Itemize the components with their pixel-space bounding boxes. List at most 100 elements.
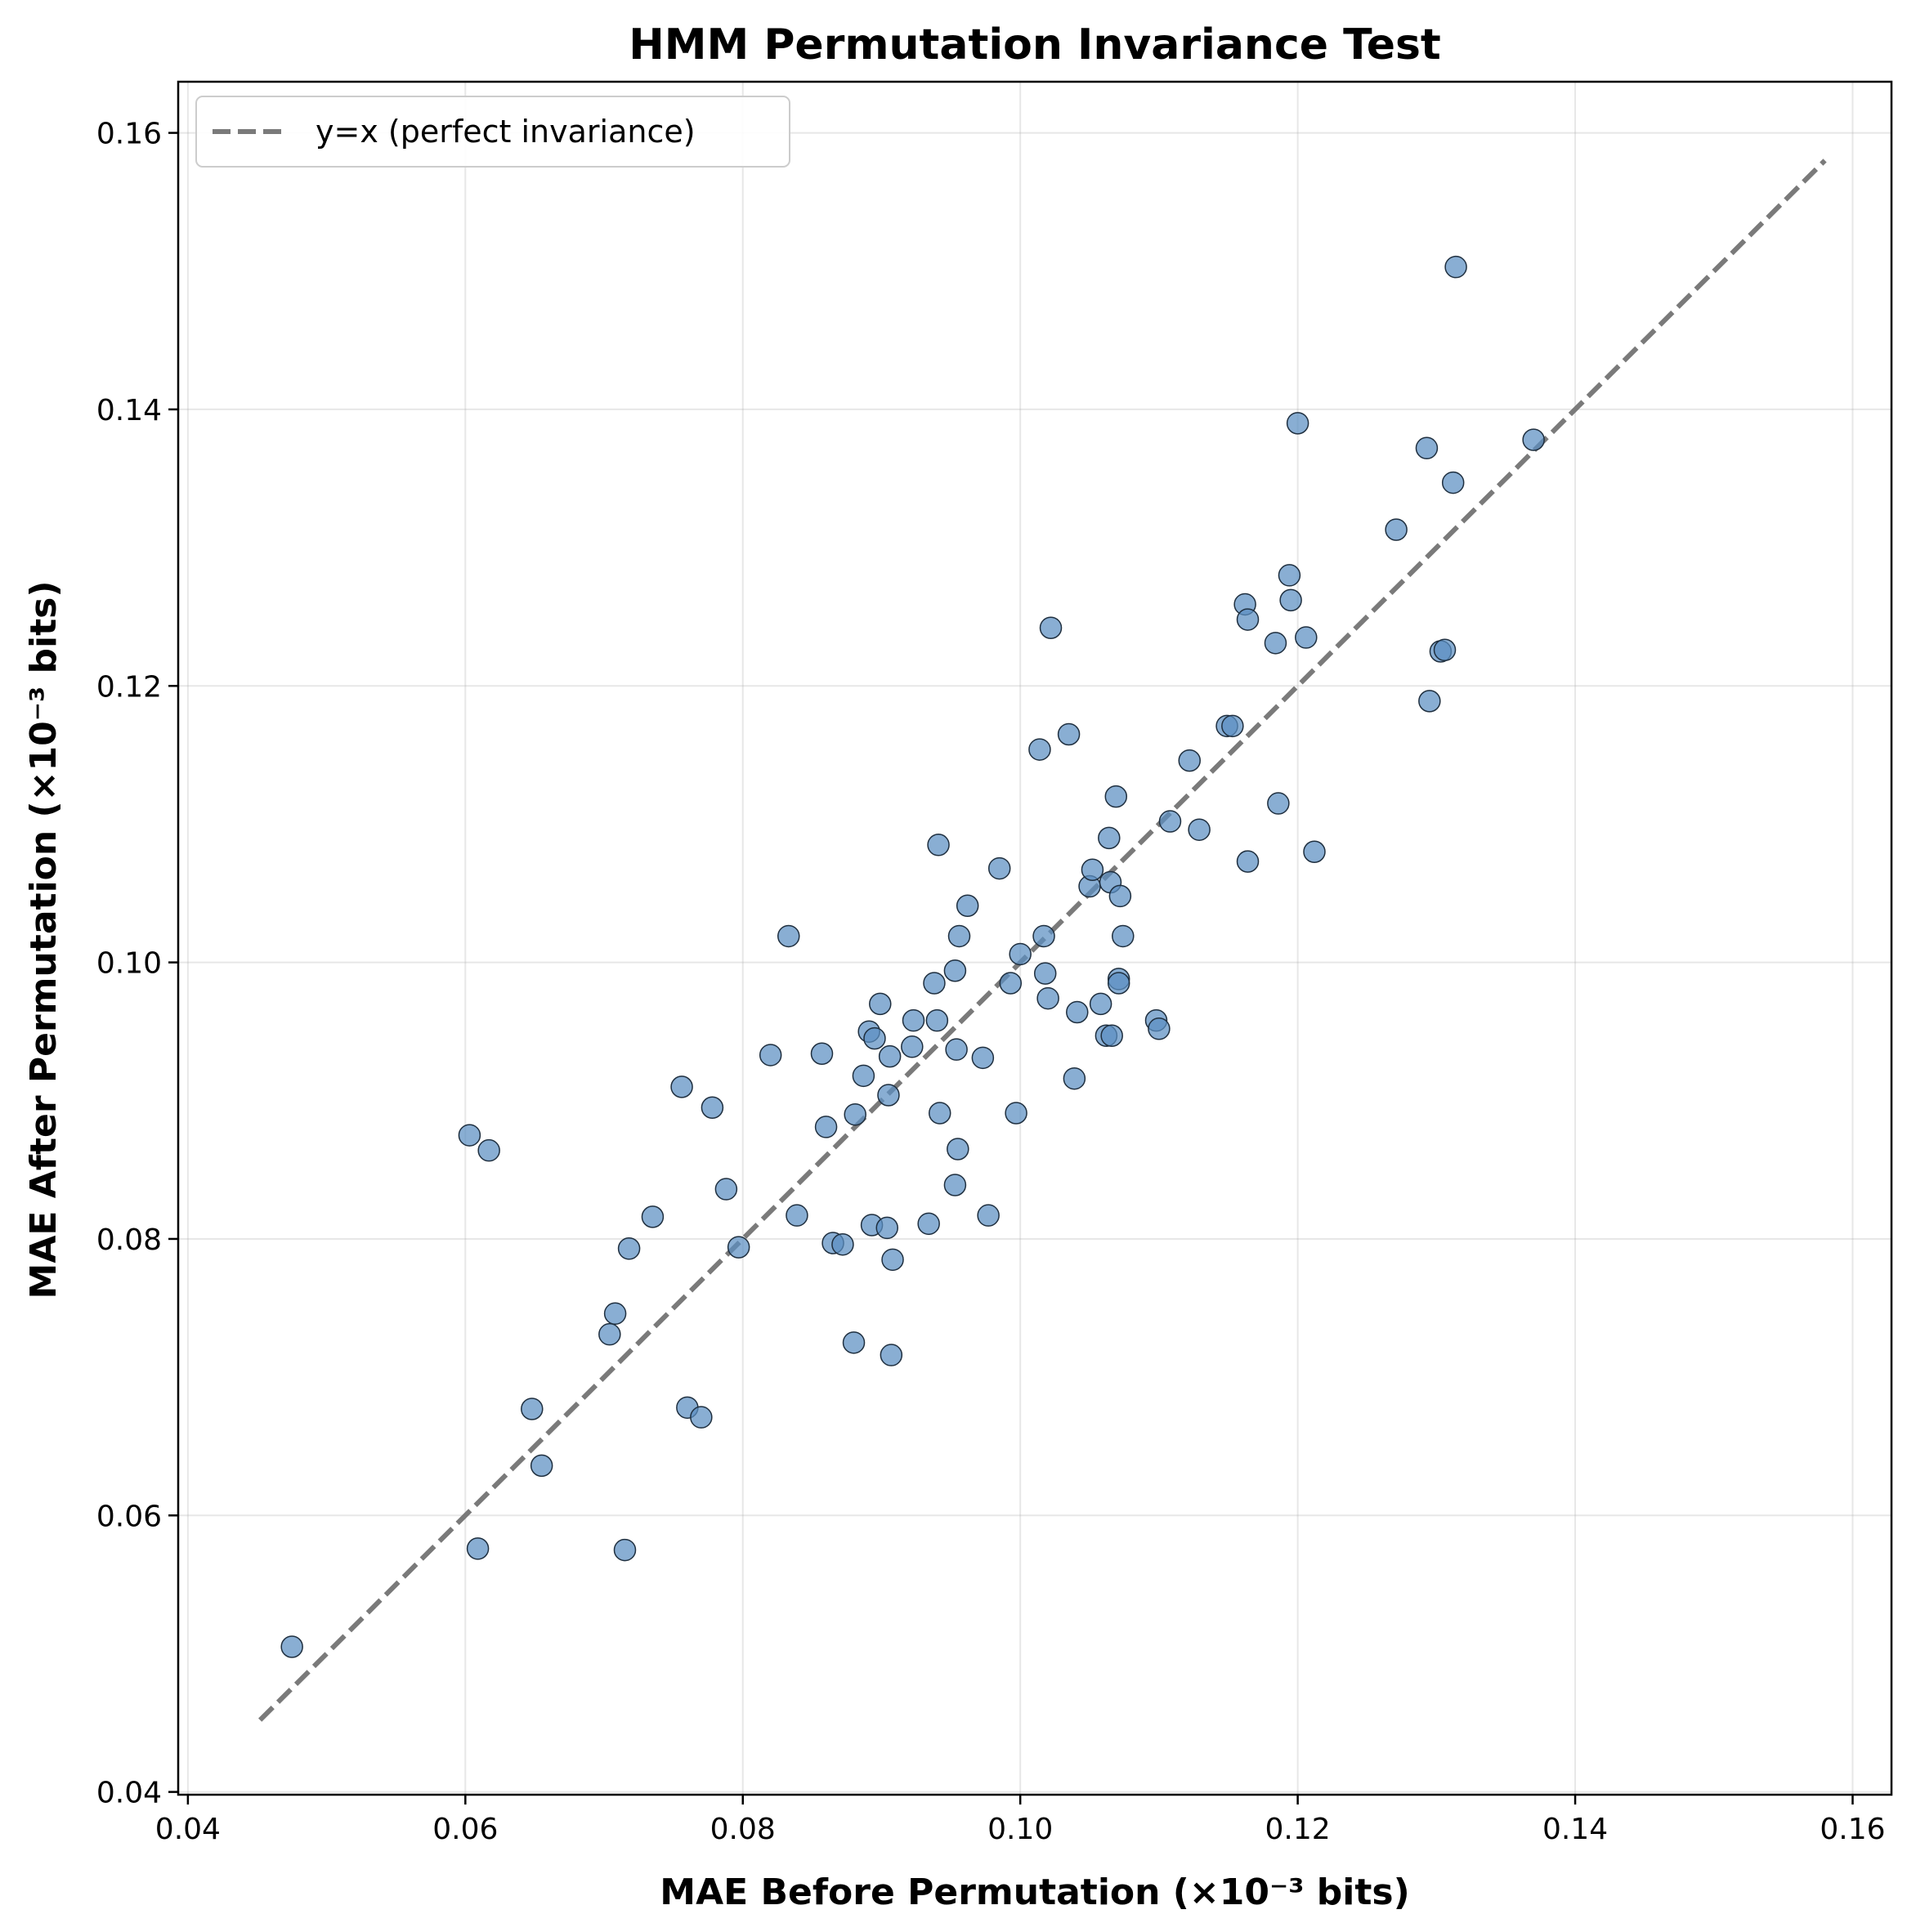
data-point xyxy=(727,1236,750,1259)
data-point xyxy=(927,834,950,856)
data-point xyxy=(902,1008,925,1032)
data-point xyxy=(1264,632,1287,655)
x-axis-label: MAE Before Permutation (×10⁻³ bits) xyxy=(660,1872,1409,1913)
y-tick-label: 0.08 xyxy=(96,1223,162,1257)
data-point xyxy=(1295,626,1318,649)
data-point xyxy=(466,1537,490,1560)
data-point xyxy=(875,1216,899,1240)
data-point xyxy=(1063,1067,1086,1090)
legend-label: y=x (perfect invariance) xyxy=(316,114,696,150)
data-point xyxy=(1236,608,1260,631)
data-point xyxy=(714,1178,738,1201)
data-point xyxy=(928,1102,951,1125)
legend-box xyxy=(195,96,790,168)
x-tick-label: 0.12 xyxy=(1265,1813,1331,1846)
data-point xyxy=(814,1116,838,1138)
data-point xyxy=(1107,972,1130,995)
data-point xyxy=(1303,840,1326,864)
data-point xyxy=(878,1044,902,1068)
y-tick-label: 0.10 xyxy=(96,947,162,981)
data-point xyxy=(869,992,892,1016)
data-point xyxy=(1066,1000,1089,1024)
data-point xyxy=(1418,690,1441,713)
data-point xyxy=(1178,749,1201,772)
y-tick-label: 0.04 xyxy=(96,1777,162,1810)
x-tick-label: 0.04 xyxy=(155,1813,221,1846)
data-point xyxy=(987,856,1011,880)
y-tick-label: 0.12 xyxy=(96,670,162,704)
data-point xyxy=(1009,942,1032,966)
y-tick-label: 0.16 xyxy=(96,118,162,151)
data-point xyxy=(971,1046,995,1070)
data-point xyxy=(1444,255,1467,279)
data-point xyxy=(945,1038,968,1061)
data-point xyxy=(1028,738,1051,761)
data-point xyxy=(1100,1024,1123,1048)
x-tick-label: 0.06 xyxy=(432,1813,498,1846)
data-point xyxy=(598,1322,621,1346)
x-tick-label: 0.08 xyxy=(710,1813,776,1846)
data-point xyxy=(613,1538,637,1562)
plot-frame xyxy=(177,80,1893,1796)
data-point xyxy=(1433,638,1457,662)
data-point xyxy=(956,894,979,917)
data-point xyxy=(1188,818,1211,841)
data-point xyxy=(458,1124,481,1147)
data-point xyxy=(603,1302,627,1326)
data-point xyxy=(1278,564,1301,587)
x-tick-label: 0.14 xyxy=(1542,1813,1608,1846)
y-tick-label: 0.06 xyxy=(96,1500,162,1533)
data-point xyxy=(1415,436,1439,460)
data-point xyxy=(617,1237,641,1260)
data-point xyxy=(1385,518,1408,541)
data-point xyxy=(1236,850,1260,873)
data-point xyxy=(881,1248,904,1272)
data-point xyxy=(1036,986,1059,1010)
data-point xyxy=(1158,810,1182,833)
data-point xyxy=(786,1204,808,1227)
data-point xyxy=(1039,616,1063,639)
data-point xyxy=(670,1076,693,1098)
data-point xyxy=(1522,428,1545,451)
data-point xyxy=(925,1008,949,1032)
data-point xyxy=(1112,924,1135,948)
x-tick-label: 0.10 xyxy=(987,1813,1053,1846)
data-point xyxy=(1057,722,1081,746)
data-point xyxy=(530,1454,553,1478)
data-point xyxy=(901,1035,924,1058)
data-point xyxy=(1089,992,1112,1016)
data-point xyxy=(877,1084,900,1107)
data-point xyxy=(810,1042,834,1066)
data-point xyxy=(880,1344,903,1366)
data-point xyxy=(690,1406,713,1429)
axis-ticks: 0.04 0.06 0.08 0.10 0.12 0.14 0.16 0.04 0.06 0.08… xyxy=(96,118,1886,1846)
data-point xyxy=(947,924,971,948)
data-point xyxy=(641,1205,665,1228)
data-point xyxy=(1108,884,1132,908)
data-point xyxy=(844,1102,866,1126)
data-points xyxy=(280,255,1545,1658)
x-tick-label: 0.16 xyxy=(1820,1813,1885,1846)
y-axis-label: MAE After Permutation (×10⁻³ bits) xyxy=(23,581,65,1299)
data-point xyxy=(1279,588,1302,612)
data-point xyxy=(831,1232,854,1256)
data-point xyxy=(852,1064,875,1088)
data-point xyxy=(917,1212,940,1236)
data-point xyxy=(777,924,800,948)
data-point xyxy=(863,1026,886,1050)
data-point xyxy=(842,1331,866,1354)
data-point xyxy=(923,972,946,995)
data-point xyxy=(1032,924,1055,948)
y-tick-label: 0.14 xyxy=(96,394,162,427)
data-point xyxy=(999,972,1023,995)
data-point xyxy=(1104,785,1128,808)
data-point xyxy=(521,1398,544,1420)
legend: y=x (perfect invariance) xyxy=(195,96,790,168)
data-point xyxy=(759,1044,782,1067)
data-point xyxy=(1286,412,1309,435)
data-point xyxy=(1081,858,1104,882)
data-point xyxy=(1148,1017,1171,1040)
chart-title: HMM Permutation Invariance Test xyxy=(629,20,1441,69)
